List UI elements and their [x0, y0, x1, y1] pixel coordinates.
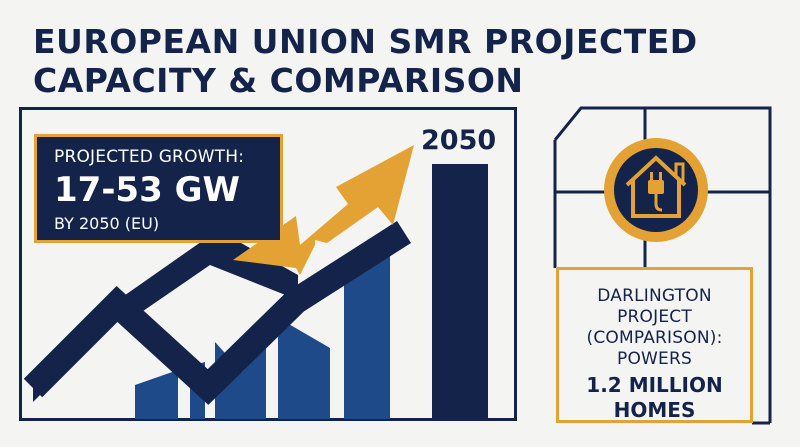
house-plug-icon	[604, 138, 708, 242]
comparison-line-4: POWERS	[617, 349, 692, 369]
growth-mass	[33, 289, 296, 402]
panel-frame-top	[553, 106, 772, 272]
comparison-line-3: (COMPARISON):	[586, 328, 723, 348]
comparison-highlight-value: 1.2 MILLION	[586, 373, 723, 397]
projected-growth-card: PROJECTED GROWTH: 17-53 GW BY 2050 (EU)	[34, 134, 283, 243]
bar-4	[278, 323, 330, 419]
bar-1	[135, 370, 178, 419]
title-line-2: CAPACITY & COMPARISON	[33, 61, 524, 100]
page-title: EUROPEAN UNION SMR PROJECTED CAPACITY & …	[33, 22, 773, 100]
comparison-highlight-unit: HOMES	[613, 398, 696, 422]
bar-2050	[432, 164, 488, 421]
growth-label: PROJECTED GROWTH:	[54, 147, 245, 167]
comparison-line-1: DARLINGTON	[597, 286, 712, 306]
growth-value: 17-53 GW	[54, 170, 240, 210]
title-line-1: EUROPEAN UNION SMR PROJECTED	[33, 22, 698, 61]
growth-note: BY 2050 (EU)	[54, 214, 160, 233]
darlington-comparison-card: DARLINGTON PROJECT (COMPARISON): POWERS …	[556, 267, 753, 423]
comparison-line-2: PROJECT	[617, 307, 692, 327]
year-label: 2050	[421, 125, 497, 156]
